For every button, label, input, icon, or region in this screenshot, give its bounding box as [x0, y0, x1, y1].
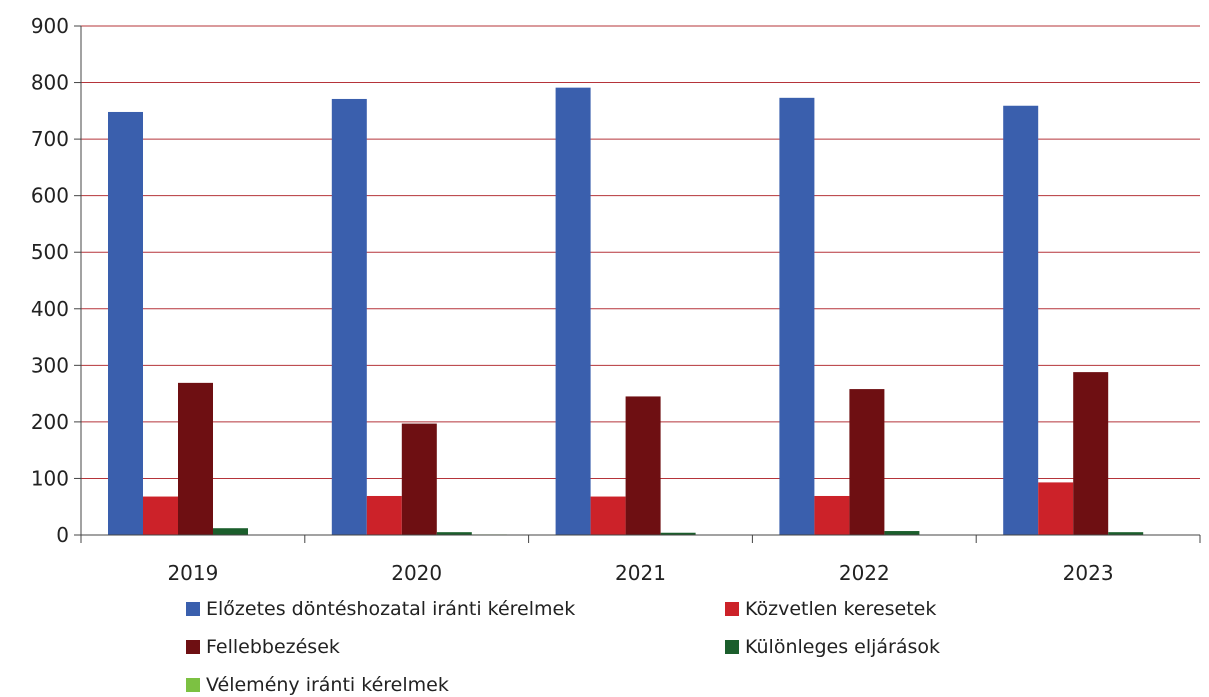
x-tick-label: 2021: [615, 561, 666, 585]
legend-swatch-velemeny: [186, 678, 200, 692]
y-tick-label: 600: [31, 184, 69, 208]
legend-item-fellebbezesek: Fellebbezések: [186, 636, 340, 658]
bar: [555, 87, 591, 535]
bar: [814, 495, 850, 535]
bar: [884, 531, 920, 535]
bar: [1003, 105, 1039, 535]
legend-swatch-elozetes: [186, 602, 200, 616]
chart-legend: Előzetes döntéshozatal iránti kérelmek K…: [0, 594, 1209, 697]
x-tick-label: 2019: [167, 561, 218, 585]
bar: [660, 532, 696, 535]
bar: [779, 97, 815, 535]
y-tick-label: 300: [31, 353, 69, 377]
bar: [1073, 372, 1109, 535]
y-tick-label: 800: [31, 71, 69, 95]
legend-item-kulonleges: Különleges eljárások: [725, 636, 940, 658]
y-tick-label: 400: [31, 297, 69, 321]
legend-item-elozetes: Előzetes döntéshozatal iránti kérelmek: [186, 598, 575, 620]
bar: [331, 98, 367, 535]
bar: [590, 496, 626, 535]
x-tick-label: 2020: [391, 561, 442, 585]
bar: [401, 423, 437, 535]
bar: [849, 389, 885, 535]
x-tick-label: 2022: [839, 561, 890, 585]
legend-label-fellebbezesek: Fellebbezések: [206, 636, 340, 658]
legend-swatch-fellebbezesek: [186, 640, 200, 654]
bar: [108, 111, 143, 535]
y-tick-label: 900: [31, 14, 69, 38]
bar: [1108, 532, 1144, 535]
legend-label-velemeny: Vélemény iránti kérelmek: [206, 674, 449, 696]
y-tick-label: 100: [31, 466, 69, 490]
bar: [178, 382, 213, 535]
legend-label-kozvetlen: Közvetlen keresetek: [745, 598, 937, 620]
bar-chart: 0 100 200 300 400 500 600 700 800 900 2019 2020 2021…: [31, 14, 1201, 585]
x-tick-label: 2023: [1063, 561, 1114, 585]
bar: [366, 495, 402, 535]
y-tick-label: 200: [31, 410, 69, 434]
legend-item-kozvetlen: Közvetlen keresetek: [725, 598, 936, 620]
legend-swatch-kulonleges: [725, 640, 739, 654]
bar: [1038, 482, 1074, 535]
legend-item-velemeny: Vélemény iránti kérelmek: [186, 674, 449, 696]
bar: [213, 528, 248, 535]
bar: [625, 396, 661, 535]
y-tick-label: 0: [56, 523, 69, 547]
legend-label-kulonleges: Különleges eljárások: [745, 636, 941, 658]
legend-label-elozetes: Előzetes döntéshozatal iránti kérelmek: [206, 598, 576, 620]
y-tick-label: 500: [31, 240, 69, 264]
legend-swatch-kozvetlen: [725, 602, 739, 616]
bar: [143, 496, 178, 535]
y-tick-label: 700: [31, 127, 69, 151]
bar: [436, 532, 472, 535]
